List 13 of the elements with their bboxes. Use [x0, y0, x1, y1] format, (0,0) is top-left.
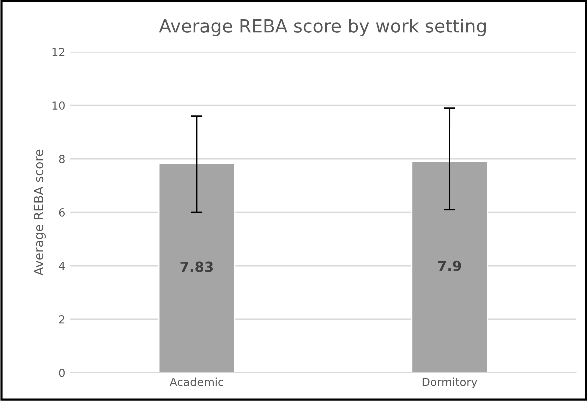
y-tick-label: 0: [59, 368, 65, 378]
y-axis-title: Average REBA score: [34, 150, 46, 276]
y-tick-label: 6: [59, 208, 65, 217]
y-tick-label: 12: [52, 48, 65, 56]
x-tick-label: Dormitory: [422, 378, 478, 389]
x-tick-label: Academic: [170, 378, 224, 386]
y-tick-label: 8: [59, 155, 65, 164]
chart-title: Average REBA score by work setting: [159, 18, 486, 36]
y-tick-label: 2: [59, 315, 65, 324]
y-tick-label: 10: [52, 102, 65, 110]
data-label: 7.9: [438, 260, 462, 272]
data-label: 7.83: [180, 262, 214, 272]
y-tick-label: 4: [59, 262, 66, 270]
